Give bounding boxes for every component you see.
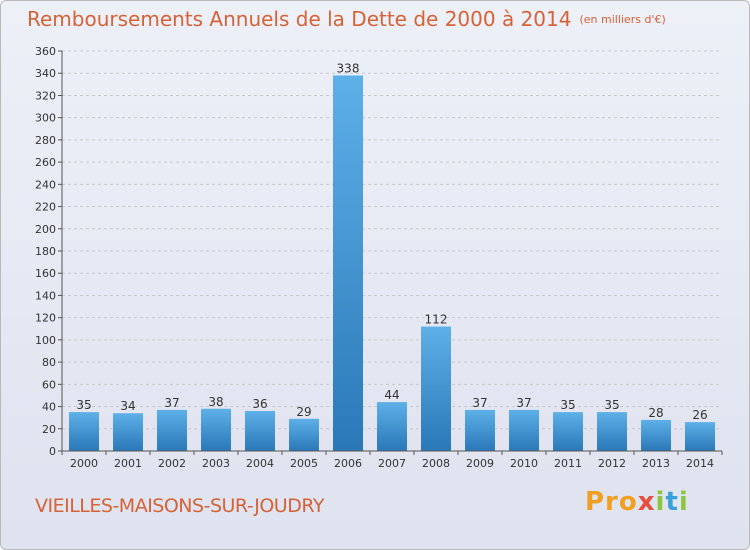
value-label-2012: 35 [604,398,619,412]
x-tick-label-2009: 2009 [466,457,494,470]
bar-2009 [465,409,495,451]
chart-title-text: Remboursements Annuels de la Dette de 20… [27,7,572,31]
bar-2005 [289,418,319,451]
y-tick-label: 100 [35,334,56,347]
bar-2000 [69,412,99,451]
bar-2001 [113,413,143,451]
x-tick-label-2001: 2001 [114,457,142,470]
proxiti-logo[interactable]: Proxiti [585,487,689,517]
y-tick-label: 40 [42,401,56,414]
value-label-2011: 35 [560,398,575,412]
x-tick-label-2012: 2012 [598,457,626,470]
bar-2008 [421,326,451,451]
x-tick-label-2002: 2002 [158,457,186,470]
y-tick-label: 220 [35,201,56,214]
bar-2007 [377,402,407,451]
logo-part-3: i [655,487,666,517]
y-tick-label: 260 [35,156,56,169]
y-tick-label: 80 [42,356,56,369]
y-tick-label: 340 [35,67,56,80]
value-label-2013: 28 [648,406,663,420]
x-tick-label-2013: 2013 [642,457,670,470]
value-label-2000: 35 [76,398,91,412]
y-tick-label: 360 [35,45,56,58]
bar-2006 [333,75,363,451]
bar-2003 [201,408,231,451]
x-tick-label-2007: 2007 [378,457,406,470]
x-tick-label-2004: 2004 [246,457,274,470]
bar-2013 [641,419,671,451]
value-label-2010: 37 [516,396,531,410]
x-tick-label-2010: 2010 [510,457,538,470]
value-label-2008: 112 [425,313,448,327]
value-label-2001: 34 [120,399,135,413]
logo-part-1: Pro [585,487,638,517]
bar-2012 [597,412,627,451]
y-tick-label: 240 [35,178,56,191]
value-label-2014: 26 [692,408,707,422]
y-tick-label: 120 [35,312,56,325]
y-tick-label: 160 [35,267,56,280]
value-label-2002: 37 [164,396,179,410]
logo-part-4: t [665,487,679,517]
x-tick-label-2003: 2003 [202,457,230,470]
chart-unit: (en milliers d'€) [579,13,666,26]
commune-name: VIEILLES-MAISONS-SUR-JOUDRY [35,495,324,517]
value-label-2006: 338 [337,61,360,75]
value-label-2005: 29 [296,405,311,419]
bar-2002 [157,409,187,451]
y-tick-label: 280 [35,134,56,147]
y-tick-label: 320 [35,89,56,102]
x-tick-label-2011: 2011 [554,457,582,470]
logo-part-5: i [678,487,689,517]
bar-2010 [509,409,539,451]
y-tick-label: 60 [42,378,56,391]
value-label-2004: 36 [252,397,267,411]
bar-2011 [553,412,583,451]
y-tick-label: 20 [42,423,56,436]
x-tick-label-2006: 2006 [334,457,362,470]
x-tick-label-2005: 2005 [290,457,318,470]
y-tick-label: 180 [35,245,56,258]
x-tick-label-2014: 2014 [686,457,714,470]
y-tick-label: 140 [35,289,56,302]
x-tick-labels: 2000 2001 2002 2003 2004 2005 2006 2007 2008 2009… [61,451,723,470]
x-tick-label-2008: 2008 [422,457,450,470]
value-label-2009: 37 [472,396,487,410]
bars [69,75,715,451]
x-tick-label-2000: 2000 [70,457,98,470]
logo-part-2: x [637,487,656,517]
value-label-2003: 38 [208,395,223,409]
y-tick-label: 0 [49,445,56,458]
bar-2014 [685,422,715,451]
value-label-2007: 44 [384,388,399,402]
chart-title: Remboursements Annuels de la Dette de 20… [27,7,666,31]
y-tick-label: 200 [35,223,56,236]
value-labels: 35 34 37 38 36 29 338 44 112 37 37 35 35 28 26 [76,61,707,422]
y-tick-labels: 0 20 40 60 80 100 120 140 160 180 200 220 240 260 280 3… [35,45,62,458]
y-tick-label: 300 [35,112,56,125]
bar-2004 [245,411,275,451]
